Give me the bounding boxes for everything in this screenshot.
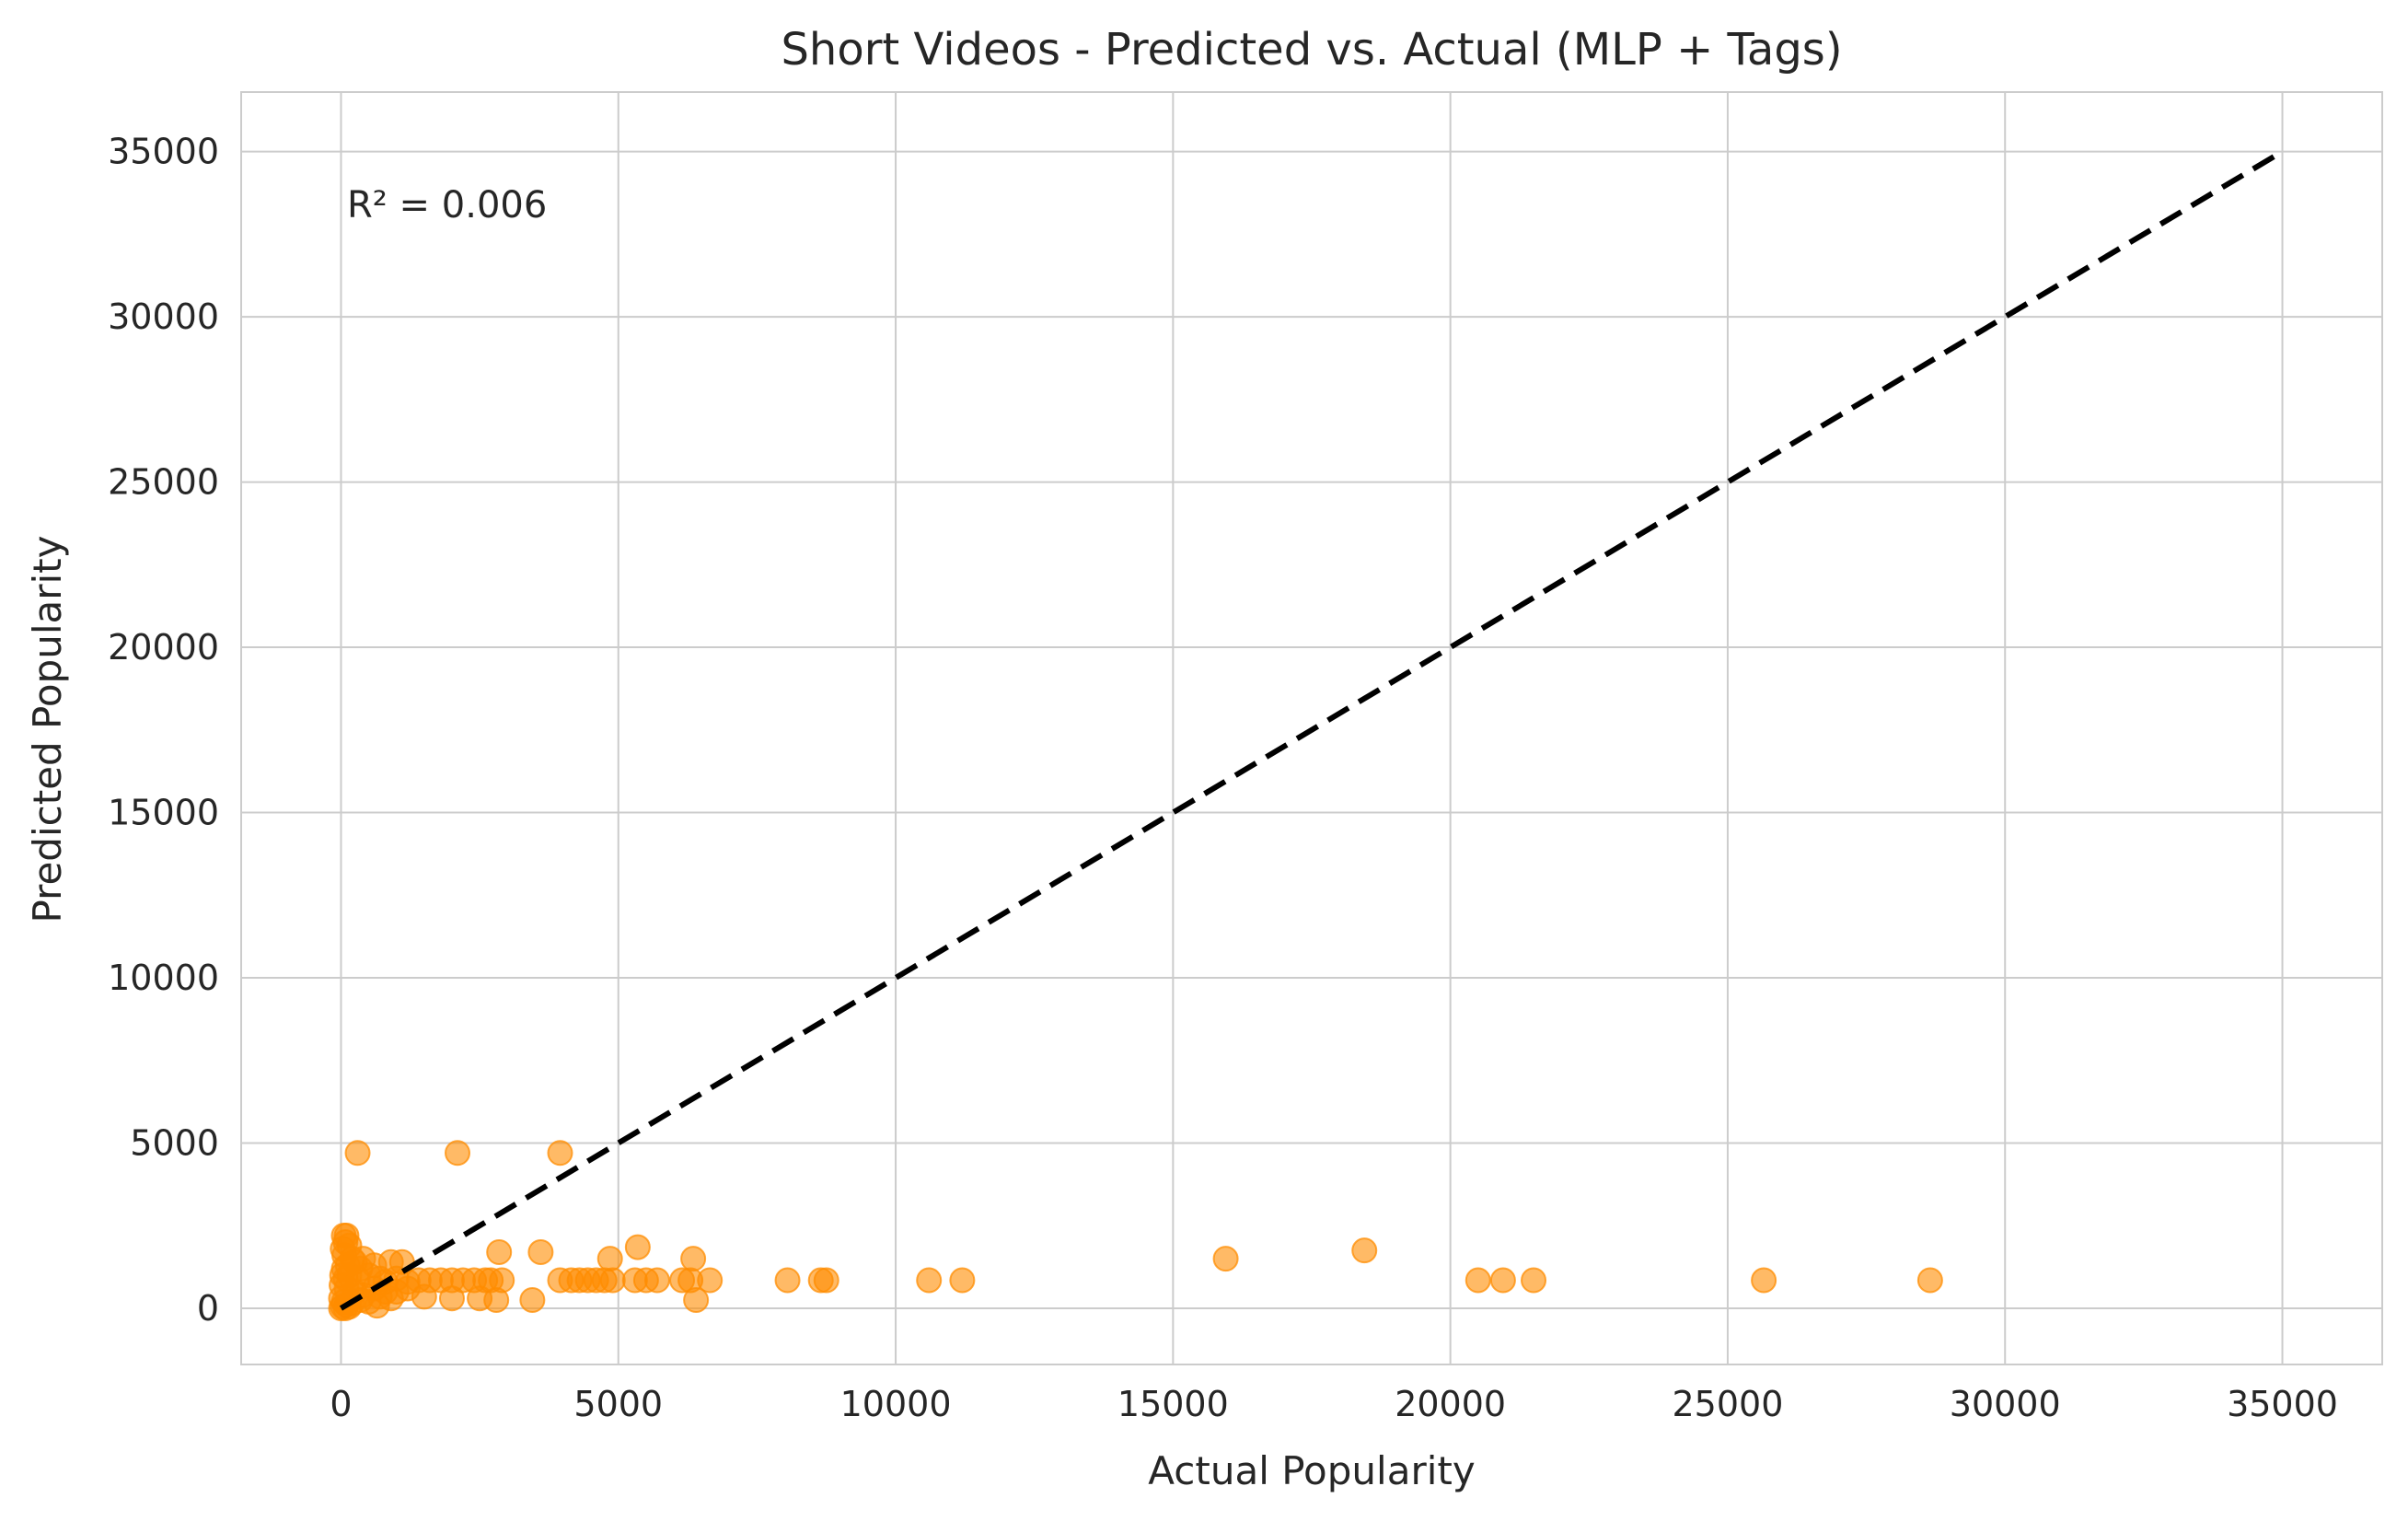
x-tick-labels: 0 5000 10000 15000 20000 25000 30000 35000 — [330, 1384, 2338, 1424]
r-squared-annotation: R² = 0.006 — [347, 184, 547, 226]
data-point — [916, 1267, 943, 1294]
scatter-points — [328, 1140, 1943, 1321]
y-tick-label: 5000 — [130, 1122, 219, 1163]
x-tick-label: 30000 — [1950, 1384, 2061, 1424]
x-tick-label: 5000 — [573, 1384, 663, 1424]
gridlines — [241, 92, 2382, 1364]
y-tick-labels: 0 5000 10000 15000 20000 25000 30000 35000 — [108, 132, 219, 1329]
data-point — [1751, 1267, 1777, 1294]
data-point — [599, 1267, 626, 1294]
data-point — [519, 1287, 546, 1314]
x-tick-label: 15000 — [1117, 1384, 1229, 1424]
data-point — [411, 1283, 437, 1310]
y-axis-label: Predicted Popularity — [25, 536, 70, 923]
chart-title: Short Videos - Predicted vs. Actual (MLP… — [781, 24, 1842, 75]
y-tick-label: 25000 — [108, 462, 219, 503]
x-tick-label: 25000 — [1672, 1384, 1783, 1424]
data-point — [486, 1238, 513, 1265]
data-point — [1916, 1267, 1943, 1294]
y-tick-label: 10000 — [108, 958, 219, 998]
data-point — [1521, 1267, 1547, 1294]
x-tick-label: 35000 — [2227, 1384, 2338, 1424]
data-point — [680, 1246, 707, 1272]
data-point — [643, 1267, 670, 1294]
y-tick-label: 35000 — [108, 132, 219, 172]
data-point — [596, 1246, 623, 1272]
x-tick-label: 0 — [330, 1384, 352, 1424]
plot-frame — [240, 91, 2383, 1365]
y-tick-label: 30000 — [108, 296, 219, 337]
data-point — [1464, 1267, 1491, 1294]
data-point — [624, 1234, 651, 1260]
data-point — [547, 1140, 573, 1167]
data-point — [344, 1140, 371, 1167]
x-tick-label: 20000 — [1395, 1384, 1506, 1424]
data-point — [483, 1287, 510, 1314]
x-axis-label: Actual Popularity — [1148, 1448, 1475, 1493]
data-point — [813, 1267, 839, 1294]
data-point — [445, 1140, 471, 1167]
data-point — [377, 1285, 404, 1312]
data-point — [1351, 1237, 1378, 1264]
data-point — [949, 1267, 976, 1294]
data-point — [774, 1267, 801, 1294]
x-tick-label: 10000 — [840, 1384, 952, 1424]
data-point — [527, 1238, 554, 1265]
data-point — [697, 1267, 724, 1294]
data-point — [438, 1285, 465, 1312]
data-point — [1212, 1246, 1239, 1272]
identity-reference-line — [339, 149, 2285, 1311]
y-tick-label: 20000 — [108, 627, 219, 668]
data-point — [1489, 1267, 1516, 1294]
y-tick-label: 15000 — [108, 793, 219, 833]
y-tick-label: 0 — [197, 1288, 219, 1329]
